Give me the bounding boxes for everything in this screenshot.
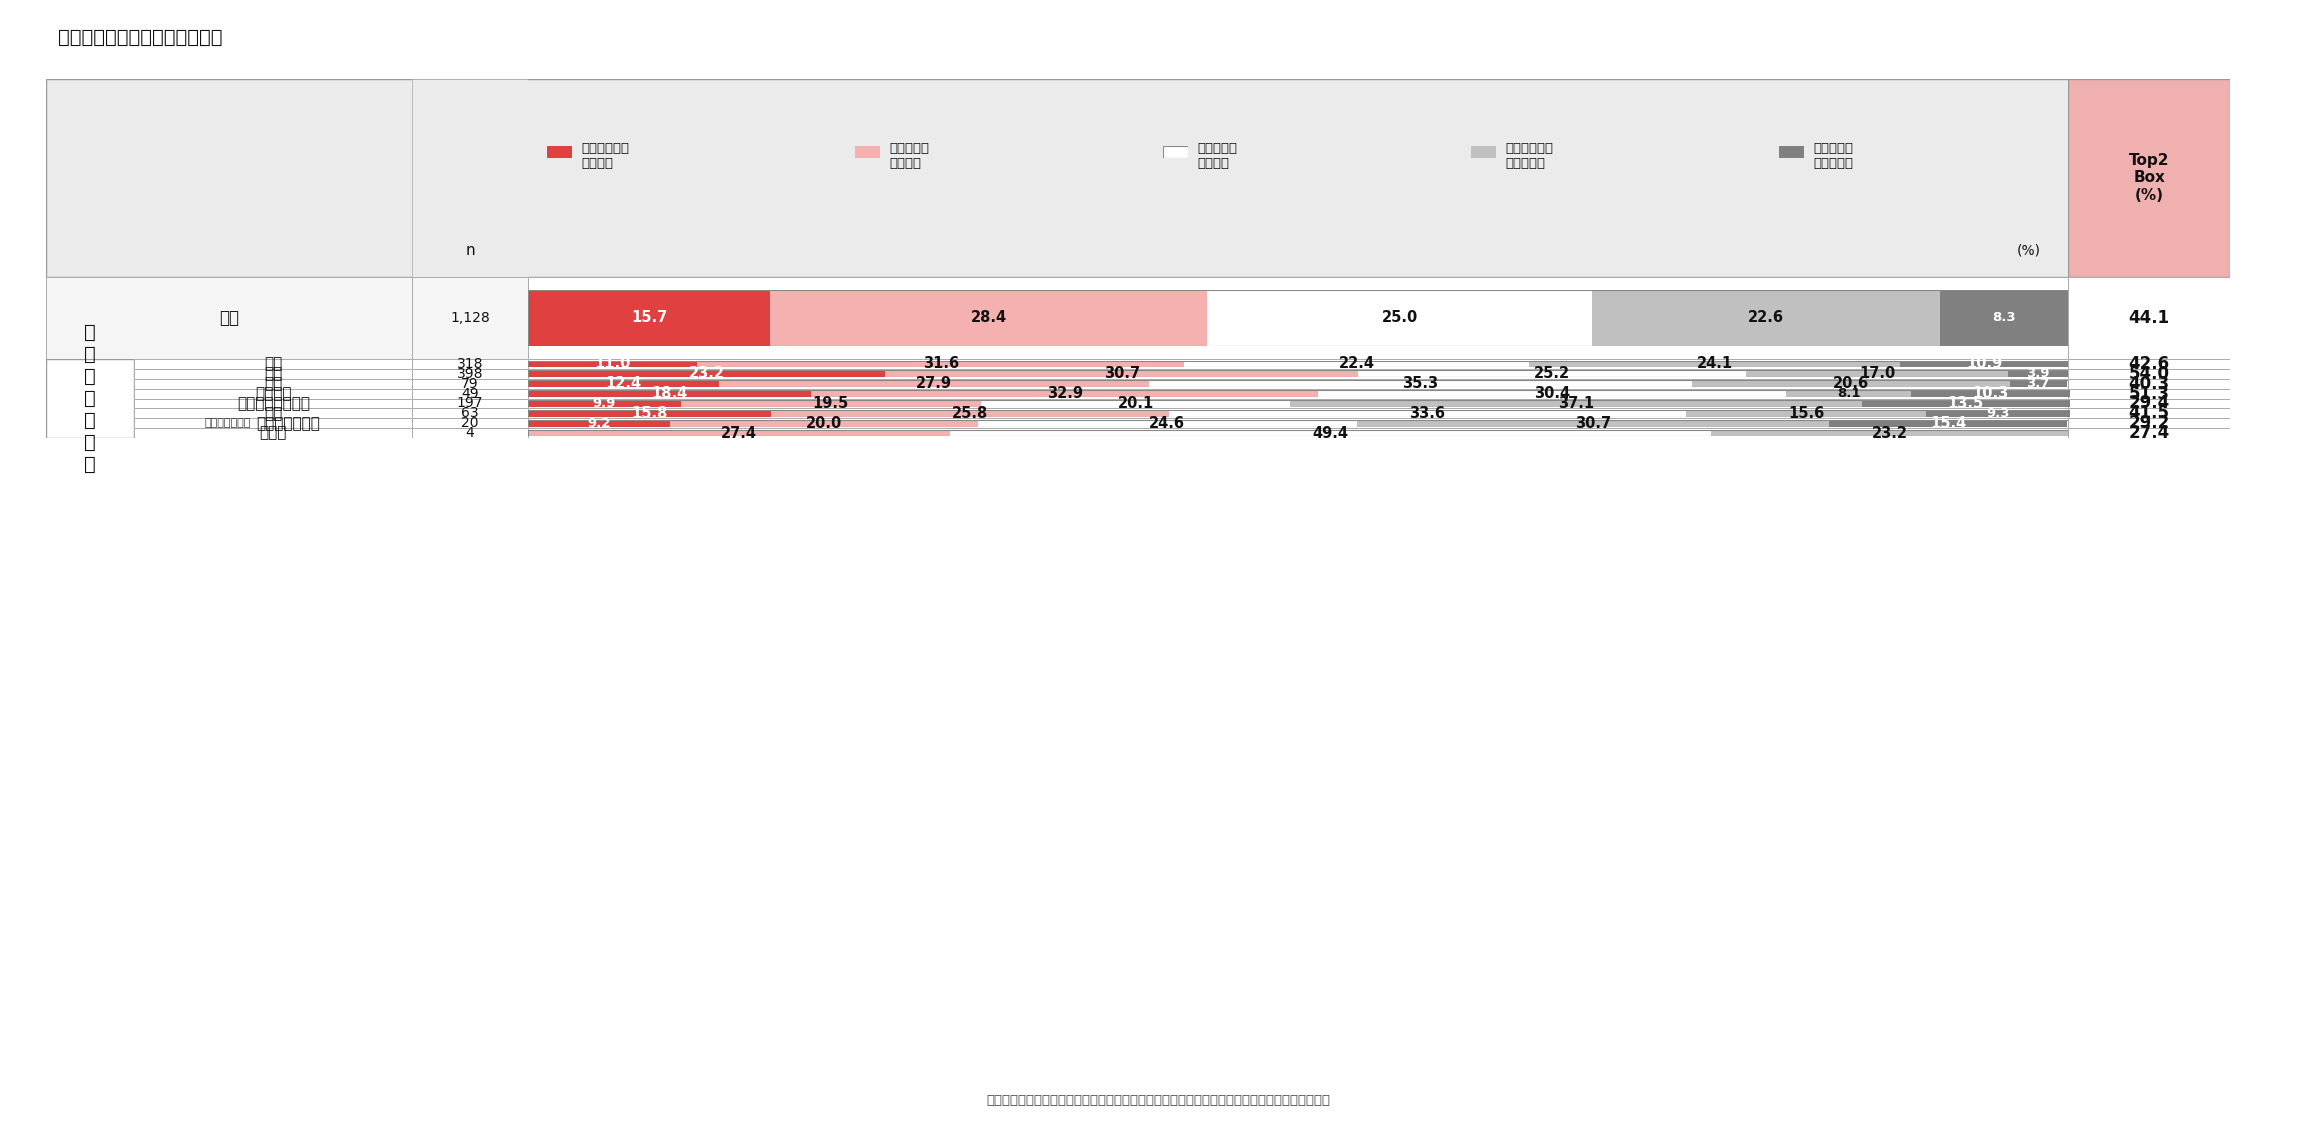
Text: 51.3: 51.3 [2128,385,2170,403]
Text: 15.8: 15.8 [632,405,667,421]
Text: 30.4: 30.4 [1533,386,1570,401]
Text: 63: 63 [461,406,479,420]
Text: 42.6: 42.6 [2128,355,2170,373]
Text: 31.6: 31.6 [922,357,959,371]
Text: （いずれかの不安を回答した人者ベース／性年代の人口構成比に合わせてウェイトバック集計）: （いずれかの不安を回答した人者ベース／性年代の人口構成比に合わせてウェイトバック… [987,1094,1329,1108]
Text: 35.3: 35.3 [1403,376,1438,392]
Text: 全体: 全体 [220,309,239,326]
Text: 具体的ではない: 具体的ではない [204,418,250,428]
Text: 生活: 生活 [264,376,283,392]
Text: 19.5: 19.5 [813,396,848,411]
Text: 人間関係: 人間関係 [255,386,292,401]
Text: 29.2: 29.2 [2128,414,2170,432]
Text: 最
も
不
安
な
内
容: 最 も 不 安 な 内 容 [83,323,97,474]
Text: （最も不安と回答した内容別）: （最も不安と回答した内容別） [58,28,222,47]
Text: 健康: 健康 [264,357,283,371]
Text: その他: その他 [259,426,287,440]
Text: 318: 318 [456,357,484,371]
Text: 1,128: 1,128 [449,310,491,325]
Text: 54.0: 54.0 [2128,365,2170,383]
Text: 27.4: 27.4 [2128,425,2170,443]
Text: 13.5: 13.5 [1948,396,1985,411]
Text: Top2
Box
(%): Top2 Box (%) [2128,152,2170,203]
Text: 15.4: 15.4 [1929,415,1966,431]
Text: 24.1: 24.1 [1698,357,1732,371]
Text: 11.0: 11.0 [595,357,630,371]
Text: 20.0: 20.0 [806,415,843,431]
Text: 8.1: 8.1 [1837,387,1860,400]
Text: 25.0: 25.0 [1383,310,1417,325]
Text: 23.2: 23.2 [1871,426,1908,440]
Text: 15.6: 15.6 [1788,405,1825,421]
Text: 49: 49 [461,386,479,401]
Text: 3.7: 3.7 [2026,377,2050,391]
Text: 49.4: 49.4 [1313,426,1348,440]
Text: n: n [466,244,475,259]
Text: 33.6: 33.6 [1410,405,1445,421]
Text: 23.2: 23.2 [688,366,725,382]
Text: 22.6: 22.6 [1749,310,1783,325]
Text: 27.9: 27.9 [915,376,952,392]
Text: 25.2: 25.2 [1533,366,1570,382]
Text: やや支障が
出ている: やや支障が 出ている [889,142,929,170]
Text: 10.9: 10.9 [1966,357,2003,371]
Text: 20.6: 20.6 [1832,376,1869,392]
Text: 197: 197 [456,396,484,411]
Text: 37.1: 37.1 [1559,396,1593,411]
Text: 17.0: 17.0 [1860,366,1894,382]
Text: 27.4: 27.4 [720,426,757,440]
Text: 398: 398 [456,367,484,380]
Text: 20.1: 20.1 [1119,396,1153,411]
Text: 経済: 経済 [264,366,283,382]
Text: 15.7: 15.7 [630,310,667,325]
Text: 30.7: 30.7 [1105,366,1139,382]
Text: 40.3: 40.3 [2128,375,2170,393]
Text: 8.3: 8.3 [1992,312,2017,324]
Text: 28.4: 28.4 [970,310,1007,325]
Text: あまり支障は
出ていない: あまり支障は 出ていない [1505,142,1554,170]
Text: 9.3: 9.3 [1987,406,2010,420]
Text: 9.9: 9.9 [593,397,616,410]
Text: 10.3: 10.3 [1973,386,2008,401]
Text: 18.4: 18.4 [651,386,688,401]
Text: 9.2: 9.2 [588,417,611,430]
Text: かなり支障が
出ている: かなり支障が 出ている [581,142,630,170]
Text: 12.4: 12.4 [604,376,642,392]
Text: 20: 20 [461,417,479,430]
Text: 44.1: 44.1 [2128,309,2170,326]
Text: 災害・事故・犯罪: 災害・事故・犯罪 [236,396,310,411]
Text: 79: 79 [461,377,479,391]
Text: 29.4: 29.4 [2128,394,2170,412]
Text: 32.9: 32.9 [1047,386,1084,401]
Text: 30.7: 30.7 [1575,415,1612,431]
Text: 24.6: 24.6 [1149,415,1186,431]
Text: 25.8: 25.8 [952,405,989,421]
Text: 全く支障は
出ていない: 全く支障は 出ていない [1813,142,1853,170]
Text: 41.5: 41.5 [2128,404,2170,422]
Text: (%): (%) [2017,244,2040,257]
Text: 4: 4 [466,426,475,440]
Text: 3.9: 3.9 [2026,367,2050,380]
Text: 政治: 政治 [264,405,283,421]
Text: どちらとも
いえない: どちらとも いえない [1197,142,1237,170]
Text: 22.4: 22.4 [1339,357,1376,371]
Text: 漠然としたこと: 漠然としたこと [257,415,320,431]
